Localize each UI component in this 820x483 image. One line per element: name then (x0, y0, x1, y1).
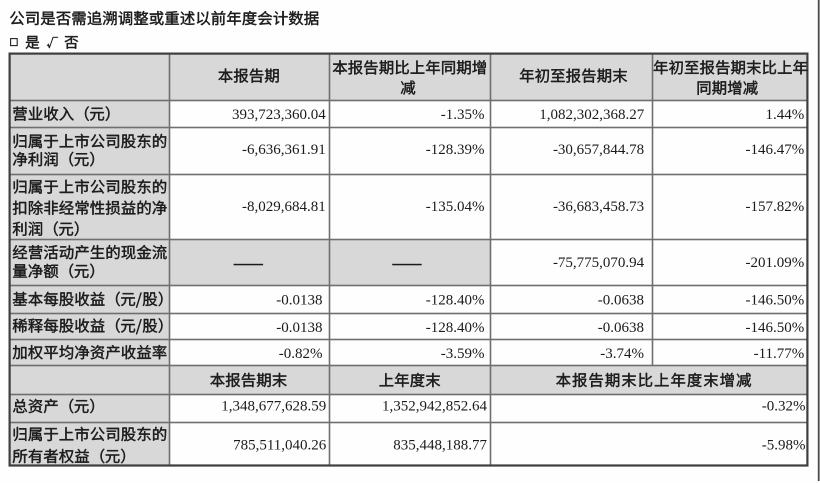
svg-text:-128.40%: -128.40% (426, 292, 485, 308)
svg-text:-1.35%: -1.35% (441, 107, 485, 123)
svg-text:-128.40%: -128.40% (426, 320, 485, 336)
svg-text:835,448,188.77: 835,448,188.77 (393, 438, 487, 454)
svg-text:-36,683,458.73: -36,683,458.73 (553, 199, 644, 215)
svg-text:-0.0638: -0.0638 (598, 292, 644, 308)
svg-text:-0.0138: -0.0138 (276, 292, 322, 308)
svg-text:1,348,677,628.59: 1,348,677,628.59 (221, 399, 326, 415)
svg-text:-5.98%: -5.98% (762, 438, 806, 454)
svg-text:-135.04%: -135.04% (426, 199, 485, 215)
svg-text:-30,657,844.78: -30,657,844.78 (553, 142, 644, 158)
svg-text:-146.47%: -146.47% (746, 142, 805, 158)
svg-text:-11.77%: -11.77% (754, 346, 805, 362)
svg-text:393,723,360.04: 393,723,360.04 (232, 107, 326, 123)
svg-text:-146.50%: -146.50% (746, 320, 805, 336)
svg-text:-128.39%: -128.39% (426, 142, 485, 158)
svg-text:1,082,302,368.27: 1,082,302,368.27 (539, 107, 645, 123)
svg-text:785,511,040.26: 785,511,040.26 (233, 438, 327, 454)
svg-text:-3.74%: -3.74% (600, 346, 644, 362)
svg-text:-6,636,361.91: -6,636,361.91 (242, 142, 326, 158)
svg-text:-3.59%: -3.59% (441, 346, 485, 362)
svg-text:-0.0638: -0.0638 (598, 320, 644, 336)
svg-text:-146.50%: -146.50% (746, 292, 805, 308)
svg-text:-0.82%: -0.82% (279, 346, 323, 362)
svg-text:-75,775,070.94: -75,775,070.94 (553, 255, 645, 271)
svg-text:-157.82%: -157.82% (746, 199, 805, 215)
svg-text:-8,029,684.81: -8,029,684.81 (242, 199, 326, 215)
svg-text:1,352,942,852.64: 1,352,942,852.64 (382, 399, 488, 415)
svg-text:-201.09%: -201.09% (746, 255, 805, 271)
svg-text:1.44%: 1.44% (766, 107, 805, 123)
svg-text:-0.0138: -0.0138 (276, 320, 322, 336)
svg-text:-0.32%: -0.32% (762, 399, 806, 415)
